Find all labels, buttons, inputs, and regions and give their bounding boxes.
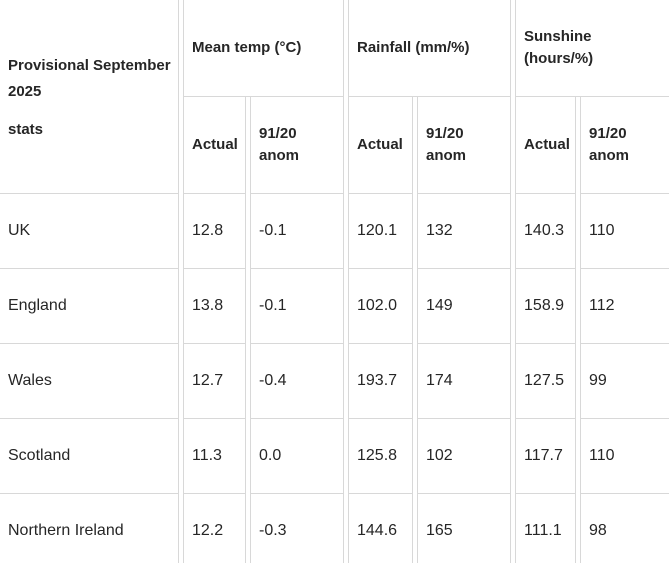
column-group-sunshine: Sunshine (hours/%) [515,0,669,97]
value-cell-mean-temp-anom: -0.3 [250,494,344,563]
subheader-rainfall-anom: 91/20 anom [417,97,512,194]
table-title: Provisional September 2025 [8,56,171,100]
subheader-mean-temp-actual: Actual [183,97,246,194]
value-cell-rainfall-anom: 149 [417,269,512,344]
table-row: England 13.8 -0.1 102.0 149 158.9 112 [0,269,669,344]
value-cell-sunshine-anom: 99 [580,344,669,419]
value-cell-rainfall-anom: 174 [417,344,512,419]
value-cell-sunshine-actual: 127.5 [515,344,577,419]
table-row: UK 12.8 -0.1 120.1 132 140.3 110 [0,194,669,269]
region-cell: Scotland [0,419,179,494]
table-row: Northern Ireland 12.2 -0.3 144.6 165 111… [0,494,669,563]
value-cell-sunshine-actual: 140.3 [515,194,577,269]
column-group-header-row: Provisional September 2025 stats Mean te… [0,0,669,194]
value-cell-rainfall-actual: 120.1 [348,194,413,269]
subheader-rainfall-actual: Actual [348,97,413,194]
column-group-rainfall: Rainfall (mm/%) [348,0,512,97]
value-cell-mean-temp-actual: 11.3 [183,419,246,494]
table-subtitle: stats [8,120,44,138]
region-cell: Northern Ireland [0,494,179,563]
sub-header-row: Actual 91/20 anom Actual 91/20 anom Actu… [0,97,669,194]
value-cell-rainfall-anom: 132 [417,194,512,269]
corner-header-cell: Provisional September 2025 stats [0,0,179,194]
value-cell-sunshine-anom: 110 [580,194,669,269]
value-cell-sunshine-actual: 158.9 [515,269,577,344]
value-cell-rainfall-actual: 102.0 [348,269,413,344]
table-row: Wales 12.7 -0.4 193.7 174 127.5 99 [0,344,669,419]
region-cell: UK [0,194,179,269]
region-cell: England [0,269,179,344]
value-cell-sunshine-actual: 117.7 [515,419,577,494]
value-cell-mean-temp-actual: 12.7 [183,344,246,419]
value-cell-rainfall-actual: 144.6 [348,494,413,563]
value-cell-sunshine-anom: 110 [580,419,669,494]
table-row: Scotland 11.3 0.0 125.8 102 117.7 110 [0,419,669,494]
stats-table-body: UK 12.8 -0.1 120.1 132 140.3 110 England… [0,194,669,563]
value-cell-mean-temp-actual: 12.2 [183,494,246,563]
value-cell-mean-temp-anom: 0.0 [250,419,344,494]
value-cell-rainfall-actual: 193.7 [348,344,413,419]
subheader-sunshine-actual: Actual [515,97,577,194]
value-cell-rainfall-anom: 102 [417,419,512,494]
value-cell-mean-temp-anom: -0.4 [250,344,344,419]
subheader-sunshine-anom: 91/20 anom [580,97,669,194]
value-cell-rainfall-actual: 125.8 [348,419,413,494]
value-cell-sunshine-anom: 98 [580,494,669,563]
value-cell-sunshine-anom: 112 [580,269,669,344]
value-cell-mean-temp-anom: -0.1 [250,194,344,269]
column-group-mean-temp: Mean temp (°C) [183,0,344,97]
subheader-mean-temp-anom: 91/20 anom [250,97,344,194]
value-cell-sunshine-actual: 111.1 [515,494,577,563]
value-cell-mean-temp-actual: 13.8 [183,269,246,344]
region-cell: Wales [0,344,179,419]
value-cell-rainfall-anom: 165 [417,494,512,563]
value-cell-mean-temp-actual: 12.8 [183,194,246,269]
value-cell-mean-temp-anom: -0.1 [250,269,344,344]
